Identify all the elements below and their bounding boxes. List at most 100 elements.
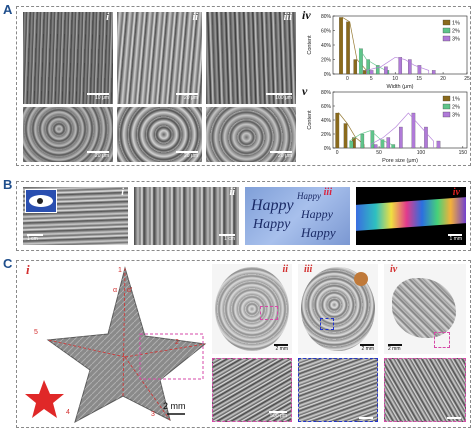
histogram-pore-size: 0% 20% 40% 60% 80% 0 50 100 150 Pore size (μm) Con… <box>307 90 468 164</box>
scale-bar-a-ii-cross: 20 μm <box>176 151 198 159</box>
birefringence-film <box>356 197 466 231</box>
legend-label: 3% <box>452 37 460 43</box>
legend-swatch <box>442 35 451 42</box>
scale-bar-b-iv: 1 mm <box>448 234 462 242</box>
disc-sample-c-ii <box>215 267 289 351</box>
x-tick-label: 20 <box>440 76 446 82</box>
bar-3% <box>373 144 378 149</box>
image-b-i: i 1 cm <box>23 187 128 245</box>
y-tick-label: 20% <box>321 58 332 64</box>
scale-bar-c-iii-zoom <box>359 417 373 419</box>
bar-3% <box>399 126 403 149</box>
scale-bar-c-iv: 2 mm <box>388 344 402 352</box>
bar-3% <box>398 57 403 75</box>
bar-2% <box>380 139 385 149</box>
x-axis-label: Pore size (μm) <box>382 158 418 164</box>
sem-image-a-iii: iii 100 μm <box>206 12 296 104</box>
scale-bar-a-iii: 100 μm <box>266 93 292 101</box>
y-tick-label: 20% <box>321 132 332 138</box>
zoom-image-c-iv <box>384 358 466 422</box>
fit-curve-3% <box>370 112 434 148</box>
sub-label-a-iv: iv <box>302 8 311 22</box>
angle-label-alpha: α <box>113 287 117 294</box>
bar-3% <box>408 59 412 75</box>
y-axis-label: Content <box>307 35 313 55</box>
image-b-iv: iv 1 mm <box>356 187 466 245</box>
bar-3% <box>431 70 436 75</box>
bar-2% <box>391 144 396 149</box>
sem-image-a-i: i 10 μm <box>23 12 113 104</box>
image-b-iii: iii Happy Happy Happy Happy Happy <box>245 187 350 245</box>
y-tick-label: 40% <box>321 118 332 124</box>
bar-1% <box>339 17 343 75</box>
x-tick-label: 0 <box>346 76 349 82</box>
sub-label-b-iii: iii <box>323 187 332 198</box>
sub-label-b-ii: ii <box>229 187 235 198</box>
legend-swatch <box>442 103 451 110</box>
legend-swatch <box>442 27 451 34</box>
x-tick-label: 100 <box>417 150 426 156</box>
zoom-image-c-ii: 500 μm <box>212 358 292 422</box>
bar-2% <box>375 65 380 75</box>
y-tick-label: 60% <box>321 29 332 35</box>
zoom-image-c-iii <box>298 358 378 422</box>
star-number-4: 4 <box>66 409 70 416</box>
bar-1% <box>346 21 350 75</box>
x-tick-label: 0 <box>336 150 339 156</box>
sub-label-a-v: v <box>302 84 308 98</box>
star-number-5: 5 <box>34 329 38 336</box>
sem-image-a-iii-cross: 20 μm <box>206 107 296 162</box>
bar-1% <box>335 112 339 149</box>
panel-label-b: B <box>3 177 13 192</box>
fit-curve-2% <box>349 130 392 148</box>
legend-label: 1% <box>452 21 460 27</box>
sub-label-a-i: i <box>106 12 109 23</box>
bar-3% <box>411 112 416 149</box>
legend-label: 1% <box>452 97 460 103</box>
panel-c <box>16 260 471 428</box>
zoom-box-c-ii <box>260 306 278 320</box>
y-tick-label: 60% <box>321 104 332 110</box>
y-tick-label: 0% <box>324 146 332 152</box>
handwriting-1: Happy <box>297 191 321 201</box>
bar-2% <box>360 133 365 149</box>
scale-bar-c-ii-zoom: 500 μm <box>269 411 287 419</box>
handwriting-4: Happy <box>253 217 291 232</box>
x-tick-label: 50 <box>376 150 382 156</box>
star-number-2: 2 <box>175 339 179 346</box>
image-c-iii: iii 2 mm <box>298 264 378 354</box>
legend-label: 2% <box>452 29 460 35</box>
coin-icon <box>354 272 368 286</box>
sub-label-a-ii: ii <box>192 12 198 23</box>
bar-2% <box>370 130 375 149</box>
star-number-3: 3 <box>151 411 155 418</box>
legend-swatch <box>442 95 451 102</box>
sub-label-c-ii: ii <box>282 264 288 275</box>
bar-1% <box>363 70 367 75</box>
x-axis-label: Width (μm) <box>386 84 413 90</box>
sub-label-c-iv: iv <box>390 264 398 275</box>
x-tick-label: 25 <box>464 76 470 82</box>
star-scale-label: 2 mm <box>163 401 186 411</box>
bar-3% <box>384 66 388 75</box>
legend-label: 3% <box>452 113 460 119</box>
y-tick-label: 80% <box>321 90 332 96</box>
sem-image-a-ii: ii 20 μm <box>117 12 202 104</box>
eye-shaped-inset-icon <box>29 195 53 207</box>
angle-label-alpha-prime: α' <box>127 287 132 294</box>
panel-a <box>16 6 471 166</box>
x-tick-label: 5 <box>370 76 373 82</box>
image-c-iv: iv 2 mm <box>384 264 466 354</box>
sub-label-a-iii: iii <box>283 12 292 23</box>
bar-1% <box>353 59 358 75</box>
scale-bar-a-iii-cross: 20 μm <box>270 151 292 159</box>
sub-label-c-i: i <box>26 262 30 277</box>
bar-3% <box>424 126 428 149</box>
handwriting-3: Happy <box>301 207 333 221</box>
legend-label: 2% <box>452 105 460 111</box>
scale-bar-c-ii: 2 mm <box>274 344 288 352</box>
scale-bar-a-ii: 20 μm <box>176 93 198 101</box>
handwriting-5: Happy <box>301 225 336 240</box>
sub-label-b-i: i <box>121 187 124 198</box>
fit-curve-3% <box>366 56 430 74</box>
